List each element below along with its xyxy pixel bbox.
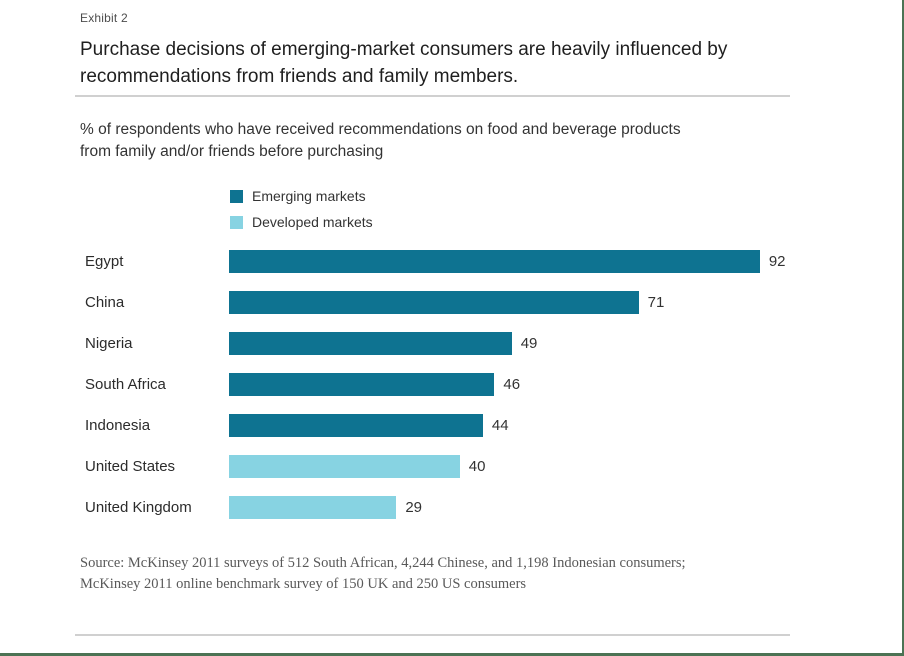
bar <box>229 373 495 396</box>
legend-swatch-developed-icon <box>230 215 243 229</box>
bar <box>229 250 760 273</box>
bar-chart: Egypt 92 China 71 Nigeria 49 South Africa 46 Ind… <box>85 241 885 528</box>
bar-value: 44 <box>491 417 509 434</box>
bar-label: Indonesia <box>85 417 151 434</box>
chart-subtitle-line1: % of respondents who have received recom… <box>80 121 681 138</box>
source-note: Source: McKinsey 2011 surveys of 512 Sou… <box>80 553 800 595</box>
legend-swatch-emerging-icon <box>230 189 243 203</box>
page-title-line1: Purchase decisions of emerging-market co… <box>80 39 728 60</box>
bar <box>229 291 639 314</box>
divider-bottom <box>75 634 790 636</box>
bar-label: China <box>85 294 125 311</box>
page-title-line2: recommendations from friends and family … <box>80 66 519 87</box>
bar-row: South Africa 46 <box>85 364 885 405</box>
bar <box>229 414 483 437</box>
chart-subtitle: % of respondents who have received recom… <box>80 119 780 163</box>
chart-legend: Emerging markets Developed markets <box>230 183 373 235</box>
legend-item-emerging: Emerging markets <box>230 183 373 209</box>
source-note-line1: Source: McKinsey 2011 surveys of 512 Sou… <box>80 555 686 571</box>
bar <box>229 496 397 519</box>
chart-subtitle-line2: from family and/or friends before purcha… <box>80 143 384 160</box>
page-title: Purchase decisions of emerging-market co… <box>80 36 800 90</box>
bar-row: Indonesia 44 <box>85 405 885 446</box>
bar-value: 40 <box>468 458 486 475</box>
bar-label: United States <box>85 458 176 475</box>
bar-value: 49 <box>520 335 538 352</box>
bar-row: Egypt 92 <box>85 241 885 282</box>
bar-row: United Kingdom 29 <box>85 487 885 528</box>
bar <box>229 455 460 478</box>
bar-value: 46 <box>503 376 521 393</box>
legend-label-emerging: Emerging markets <box>252 188 366 204</box>
legend-label-developed: Developed markets <box>252 214 373 230</box>
divider-top <box>75 95 790 97</box>
bar-label: United Kingdom <box>85 499 192 516</box>
exhibit-label: Exhibit 2 <box>80 11 128 25</box>
bar <box>229 332 512 355</box>
bar-row: China 71 <box>85 282 885 323</box>
bar-label: Nigeria <box>85 335 133 352</box>
legend-item-developed: Developed markets <box>230 209 373 235</box>
bar-value: 92 <box>768 253 786 270</box>
bar-value: 71 <box>647 294 665 311</box>
bar-row: Nigeria 49 <box>85 323 885 364</box>
bar-label: Egypt <box>85 253 124 270</box>
bar-row: United States 40 <box>85 446 885 487</box>
source-note-line2: McKinsey 2011 online benchmark survey of… <box>80 576 527 592</box>
bar-label: South Africa <box>85 376 166 393</box>
bar-value: 29 <box>405 499 423 516</box>
